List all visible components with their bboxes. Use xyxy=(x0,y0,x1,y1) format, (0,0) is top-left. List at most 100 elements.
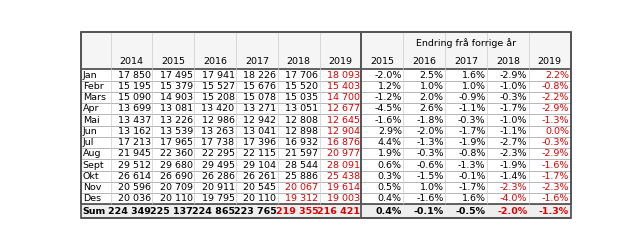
Bar xyxy=(278,148,319,159)
Text: -0.8%: -0.8% xyxy=(458,149,485,158)
Text: Mai: Mai xyxy=(83,116,100,124)
Text: -1.3%: -1.3% xyxy=(458,161,485,169)
Bar xyxy=(152,159,194,171)
Bar xyxy=(529,126,570,137)
Bar xyxy=(445,193,487,205)
Text: 2.9%: 2.9% xyxy=(378,127,402,136)
Bar xyxy=(110,81,152,92)
Bar xyxy=(81,32,110,54)
Bar xyxy=(445,69,487,81)
Bar xyxy=(236,137,278,148)
Bar xyxy=(529,182,570,193)
Text: 0.6%: 0.6% xyxy=(378,161,402,169)
Bar xyxy=(319,32,361,54)
Text: Nov: Nov xyxy=(83,183,101,192)
Bar xyxy=(487,81,529,92)
Bar xyxy=(529,69,570,81)
Bar xyxy=(319,69,361,81)
Bar xyxy=(487,103,529,114)
Text: 216 421: 216 421 xyxy=(317,207,360,216)
Bar xyxy=(236,81,278,92)
Text: 2019: 2019 xyxy=(538,57,561,66)
Bar xyxy=(487,92,529,103)
Text: 2019: 2019 xyxy=(328,57,352,66)
Bar xyxy=(278,126,319,137)
Text: -2.0%: -2.0% xyxy=(416,127,444,136)
Text: -1.7%: -1.7% xyxy=(542,172,569,181)
Bar xyxy=(110,205,152,218)
Bar xyxy=(529,54,570,69)
Bar xyxy=(319,137,361,148)
Text: 18 093: 18 093 xyxy=(327,71,360,80)
Bar xyxy=(361,193,403,205)
Bar xyxy=(487,159,529,171)
Text: 225 137: 225 137 xyxy=(150,207,193,216)
Text: -0.3%: -0.3% xyxy=(416,149,444,158)
Text: 16 932: 16 932 xyxy=(285,138,318,147)
Text: 13 162: 13 162 xyxy=(118,127,151,136)
Text: 15 090: 15 090 xyxy=(118,93,151,102)
Bar xyxy=(236,32,278,54)
Bar xyxy=(152,182,194,193)
Bar xyxy=(319,81,361,92)
Text: -1.0%: -1.0% xyxy=(500,82,527,91)
Bar xyxy=(403,148,445,159)
Bar xyxy=(361,137,403,148)
Bar xyxy=(361,171,403,182)
Bar xyxy=(81,114,110,126)
Bar xyxy=(487,126,529,137)
Text: Aug: Aug xyxy=(83,149,102,158)
Text: -2.7%: -2.7% xyxy=(500,138,527,147)
Text: -1.6%: -1.6% xyxy=(542,161,569,169)
Text: Jul: Jul xyxy=(83,138,94,147)
Bar xyxy=(278,54,319,69)
Bar xyxy=(194,81,236,92)
Text: -1.3%: -1.3% xyxy=(416,138,444,147)
Bar xyxy=(529,32,570,54)
Text: 20 036: 20 036 xyxy=(118,194,151,203)
Bar xyxy=(194,205,236,218)
Text: 13 081: 13 081 xyxy=(159,104,193,113)
Text: 15 527: 15 527 xyxy=(201,82,234,91)
Bar xyxy=(194,148,236,159)
Bar xyxy=(361,81,403,92)
Bar xyxy=(278,205,319,218)
Bar xyxy=(403,69,445,81)
Text: -1.7%: -1.7% xyxy=(500,104,527,113)
Text: 15 520: 15 520 xyxy=(285,82,318,91)
Text: 224 349: 224 349 xyxy=(108,207,151,216)
Bar xyxy=(403,81,445,92)
Bar xyxy=(319,182,361,193)
Bar xyxy=(81,171,110,182)
Text: -0.8%: -0.8% xyxy=(542,82,569,91)
Text: 12 898: 12 898 xyxy=(285,127,318,136)
Bar xyxy=(110,182,152,193)
Text: 26 261: 26 261 xyxy=(243,172,276,181)
Bar xyxy=(194,92,236,103)
Bar xyxy=(152,54,194,69)
Bar xyxy=(319,54,361,69)
Text: 20 545: 20 545 xyxy=(243,183,276,192)
Bar xyxy=(445,159,487,171)
Text: 13 226: 13 226 xyxy=(159,116,193,124)
Text: 2015: 2015 xyxy=(370,57,394,66)
Bar xyxy=(487,114,529,126)
Bar xyxy=(236,114,278,126)
Bar xyxy=(529,205,570,218)
Bar xyxy=(319,103,361,114)
Bar xyxy=(152,171,194,182)
Text: 0.4%: 0.4% xyxy=(375,207,402,216)
Bar xyxy=(236,148,278,159)
Text: -1.3%: -1.3% xyxy=(539,207,569,216)
Text: 1.2%: 1.2% xyxy=(378,82,402,91)
Bar xyxy=(110,193,152,205)
Text: -0.1%: -0.1% xyxy=(413,207,444,216)
Text: 22 115: 22 115 xyxy=(243,149,276,158)
Bar xyxy=(361,114,403,126)
Text: 20 911: 20 911 xyxy=(201,183,234,192)
Text: 1.6%: 1.6% xyxy=(462,71,485,80)
Bar xyxy=(81,81,110,92)
Text: 15 035: 15 035 xyxy=(285,93,318,102)
Bar xyxy=(194,182,236,193)
Text: -0.3%: -0.3% xyxy=(458,116,485,124)
